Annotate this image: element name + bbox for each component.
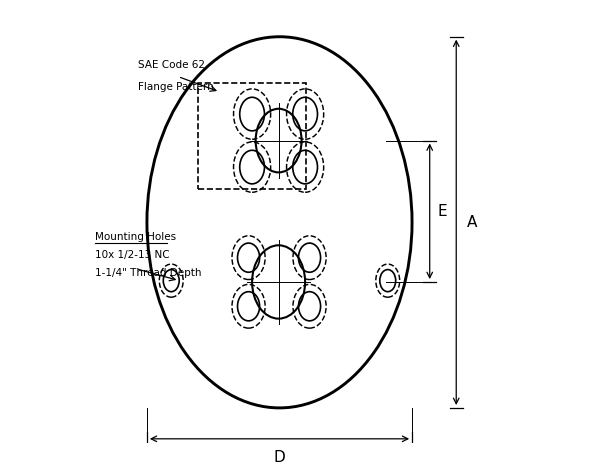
Bar: [198, 83, 306, 189]
Text: Mounting Holes: Mounting Holes: [95, 232, 176, 242]
Text: Flange Pattern: Flange Pattern: [138, 82, 214, 92]
Text: 1-1/4" Thread Depth: 1-1/4" Thread Depth: [95, 267, 201, 278]
Text: E: E: [438, 204, 447, 219]
Text: 10x 1/2-13 NC: 10x 1/2-13 NC: [95, 250, 170, 260]
Text: D: D: [274, 450, 285, 465]
Text: SAE Code 62: SAE Code 62: [138, 60, 205, 70]
Text: A: A: [468, 215, 477, 230]
